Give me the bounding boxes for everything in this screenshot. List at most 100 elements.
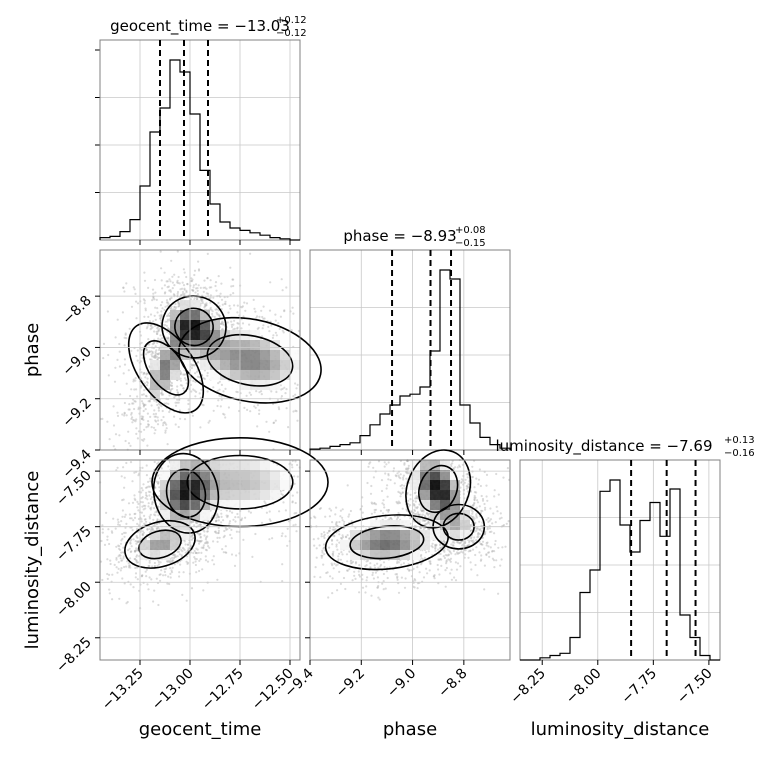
sample-point [168,278,171,281]
sample-point [292,410,295,413]
density-cell [180,480,190,490]
sample-point [268,518,271,521]
sample-point [140,497,143,500]
sample-point [123,401,126,405]
sample-point [493,489,496,492]
sample-point [202,286,205,289]
sample-point [119,569,122,572]
sample-point [191,534,194,537]
sample-point [168,289,171,292]
sample-point [176,398,179,401]
sample-point [151,343,154,346]
sample-point [437,568,440,571]
sample-point [223,302,226,305]
sample-point [128,547,131,550]
density-cell [230,340,240,350]
sample-point [230,323,233,326]
sample-point [381,582,384,585]
sample-point [242,538,245,542]
sample-point [135,559,138,562]
sample-point [219,292,222,295]
sample-point [227,406,230,409]
sample-point [416,511,419,514]
contour-line [174,307,214,347]
sample-point [217,301,220,305]
sample-point [155,330,158,333]
density-cell [180,300,190,310]
sample-point [281,580,284,583]
sample-point [130,517,133,520]
sample-point [221,321,224,324]
sample-point [236,326,239,329]
sample-point [158,327,161,330]
sample-point [150,324,153,327]
sample-point [142,409,145,413]
sample-point [201,403,204,406]
sample-point [121,532,124,536]
sample-point [206,530,209,533]
sample-point [202,589,205,592]
sample-point [295,387,298,390]
sample-point [133,516,137,520]
sample-point [203,534,206,537]
sample-point [197,268,201,271]
sample-point [217,516,220,519]
density-cell [220,350,230,360]
sample-point [153,324,157,327]
sample-point [123,565,126,569]
density-cell [210,320,220,330]
sample-point [171,287,174,290]
density-cell [250,470,260,480]
sample-point [203,279,206,282]
sample-point [135,542,138,545]
sample-point [196,521,199,525]
density-cell [170,340,180,350]
sample-point [144,486,148,489]
sample-point [172,308,175,311]
sample-point [121,499,124,502]
sample-point [146,384,149,387]
sample-point [204,304,207,307]
sample-point [282,331,285,334]
sample-point [124,531,127,535]
sample-point [167,285,170,288]
sample-point [130,417,133,420]
sample-point [135,555,138,558]
density-cell [290,350,300,360]
sample-point [246,408,249,411]
sample-point [111,531,114,534]
sample-point [149,477,152,480]
sample-point [269,320,272,323]
sample-point [274,319,277,322]
sample-point [112,517,115,520]
sample-point [181,384,184,387]
sample-point [120,551,123,554]
sample-point [287,520,291,523]
sample-point [156,423,160,426]
density-cell [190,300,200,310]
sample-point [262,317,265,320]
sample-point [231,278,234,281]
sample-point [169,572,172,576]
sample-point [267,325,270,328]
sample-point [489,507,492,510]
sample-point [202,404,205,407]
sample-point [202,546,205,549]
sample-point [147,351,150,354]
sample-point [327,596,330,599]
sample-point [211,559,214,562]
sample-point [402,562,405,565]
sample-point [119,554,122,557]
sample-point [438,558,441,561]
sample-point [157,482,160,485]
sample-point [174,401,177,404]
sample-point [155,480,158,483]
density-cell [260,340,270,350]
density-cell [160,490,170,500]
sample-point [144,307,147,310]
sample-point [145,348,148,351]
sample-point [148,576,151,579]
sample-point [322,563,325,566]
sample-point [142,373,145,376]
sample-point [134,379,137,382]
